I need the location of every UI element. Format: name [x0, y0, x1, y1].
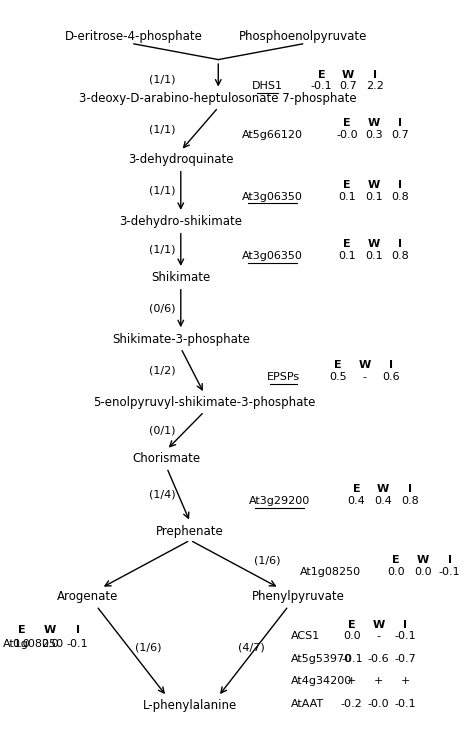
Text: AtAAT: AtAAT [291, 699, 324, 709]
Text: E: E [318, 70, 325, 81]
Text: D-eritrose-4-phosphate: D-eritrose-4-phosphate [65, 30, 203, 43]
Text: E: E [343, 239, 351, 248]
Text: 0.6: 0.6 [383, 372, 400, 382]
Text: (1/1): (1/1) [149, 124, 175, 134]
Text: -0.7: -0.7 [394, 654, 416, 663]
Text: 0.1: 0.1 [365, 251, 383, 261]
Text: (1/6): (1/6) [135, 642, 161, 652]
Text: -0.6: -0.6 [368, 654, 389, 663]
Text: W: W [368, 239, 380, 248]
Text: 0.8: 0.8 [401, 496, 419, 506]
Text: E: E [343, 118, 351, 128]
Text: 0.8: 0.8 [392, 251, 410, 261]
Text: -0.1: -0.1 [439, 566, 460, 577]
Text: 5-enolpyruvyl-shikimate-3-phosphate: 5-enolpyruvyl-shikimate-3-phosphate [93, 396, 315, 409]
Text: -0.0: -0.0 [336, 130, 358, 140]
Text: E: E [392, 556, 400, 566]
Text: W: W [368, 118, 380, 128]
Text: DHS1: DHS1 [252, 81, 283, 92]
Text: (1/6): (1/6) [254, 556, 281, 566]
Text: (1/2): (1/2) [149, 366, 175, 376]
Text: I: I [389, 360, 393, 370]
Text: 0.5: 0.5 [329, 372, 346, 382]
Text: 0.0: 0.0 [41, 639, 58, 649]
Text: 0.0: 0.0 [414, 566, 432, 577]
Text: Prephenate: Prephenate [156, 525, 224, 538]
Text: +: + [347, 676, 356, 686]
Text: I: I [399, 239, 402, 248]
Text: I: I [373, 70, 377, 81]
Text: I: I [399, 180, 402, 190]
Text: Shikimate: Shikimate [151, 271, 210, 285]
Text: -0.1: -0.1 [341, 654, 363, 663]
Text: E: E [18, 625, 25, 636]
Text: E: E [353, 484, 360, 494]
Text: W: W [417, 556, 429, 566]
Text: Arogenate: Arogenate [56, 590, 118, 603]
Text: W: W [342, 70, 354, 81]
Text: -0.1: -0.1 [394, 699, 416, 709]
Text: 0.0: 0.0 [387, 566, 405, 577]
Text: 3-dehydroquinate: 3-dehydroquinate [128, 154, 234, 166]
Text: At4g34200: At4g34200 [291, 676, 352, 686]
Text: E: E [343, 180, 351, 190]
Text: 0.7: 0.7 [339, 81, 357, 92]
Text: W: W [373, 620, 384, 630]
Text: I: I [399, 118, 402, 128]
Text: At5g53970: At5g53970 [291, 654, 352, 663]
Text: 0.3: 0.3 [365, 130, 383, 140]
Text: E: E [348, 620, 356, 630]
Text: W: W [358, 360, 371, 370]
Text: EPSPs: EPSPs [267, 372, 301, 382]
Text: (1/1): (1/1) [149, 74, 175, 84]
Text: I: I [403, 620, 407, 630]
Text: At3g06350: At3g06350 [242, 251, 302, 261]
Text: I: I [76, 625, 80, 636]
Text: (1/4): (1/4) [149, 490, 175, 500]
Text: 3-deoxy-D-arabino-heptulosonate 7-phosphate: 3-deoxy-D-arabino-heptulosonate 7-phosph… [80, 92, 357, 105]
Text: 0.1: 0.1 [338, 192, 356, 202]
Text: 2.2: 2.2 [366, 81, 383, 92]
Text: -: - [363, 372, 366, 382]
Text: -0.1: -0.1 [394, 631, 416, 642]
Text: At3g06350: At3g06350 [242, 192, 302, 202]
Text: +: + [374, 676, 383, 686]
Text: -0.1: -0.1 [67, 639, 89, 649]
Text: Chorismate: Chorismate [133, 453, 201, 465]
Text: L-phenylalanine: L-phenylalanine [143, 699, 237, 712]
Text: I: I [447, 556, 452, 566]
Text: Phosphoenolpyruvate: Phosphoenolpyruvate [238, 30, 367, 43]
Text: At1g08250: At1g08250 [3, 639, 64, 649]
Text: -0.2: -0.2 [341, 699, 363, 709]
Text: ACS1: ACS1 [291, 631, 320, 642]
Text: At3g29200: At3g29200 [248, 496, 310, 506]
Text: 0.8: 0.8 [392, 192, 410, 202]
Text: At5g66120: At5g66120 [242, 130, 302, 140]
Text: 0.4: 0.4 [374, 496, 392, 506]
Text: E: E [334, 360, 342, 370]
Text: -: - [376, 631, 381, 642]
Text: W: W [368, 180, 380, 190]
Text: 0.7: 0.7 [392, 130, 410, 140]
Text: (1/1): (1/1) [149, 186, 175, 196]
Text: -0.1: -0.1 [310, 81, 332, 92]
Text: At1g08250: At1g08250 [300, 566, 361, 577]
Text: I: I [408, 484, 412, 494]
Text: (0/6): (0/6) [149, 303, 175, 313]
Text: 3-dehydro-shikimate: 3-dehydro-shikimate [119, 215, 242, 228]
Text: (4/7): (4/7) [237, 642, 264, 652]
Text: 0.4: 0.4 [347, 496, 365, 506]
Text: Phenylpyruvate: Phenylpyruvate [252, 590, 344, 603]
Text: 0.0: 0.0 [13, 639, 30, 649]
Text: W: W [44, 625, 56, 636]
Text: 0.1: 0.1 [338, 251, 356, 261]
Text: (0/1): (0/1) [149, 425, 175, 436]
Text: 0.1: 0.1 [365, 192, 383, 202]
Text: (1/1): (1/1) [149, 245, 175, 255]
Text: Shikimate-3-phosphate: Shikimate-3-phosphate [112, 333, 250, 346]
Text: -0.0: -0.0 [368, 699, 389, 709]
Text: +: + [401, 676, 410, 686]
Text: 0.0: 0.0 [343, 631, 361, 642]
Text: W: W [377, 484, 389, 494]
